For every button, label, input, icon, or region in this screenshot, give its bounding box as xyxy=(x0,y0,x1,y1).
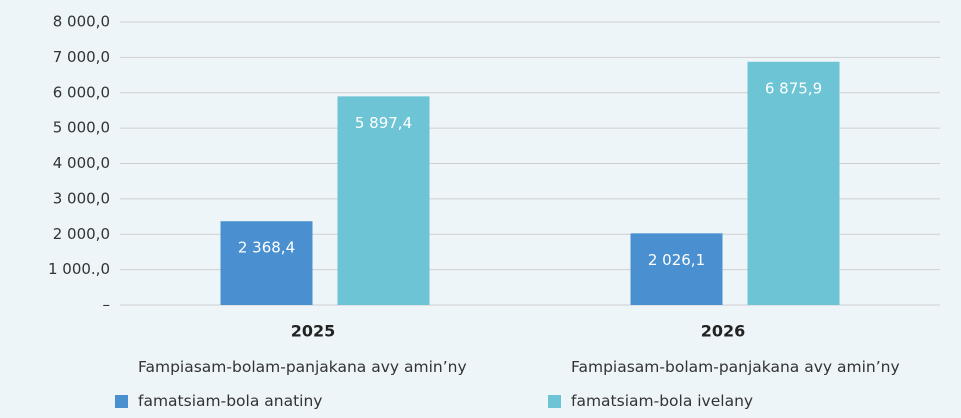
x-tick-label: 2025 xyxy=(291,322,336,341)
value-label: 2 026,1 xyxy=(648,251,705,269)
y-tick-label: 5 000,0 xyxy=(53,119,110,137)
page: {"chart_data": {"type": "bar", "categori… xyxy=(47,12,940,410)
value-label: 5 897,4 xyxy=(355,114,412,132)
x-tick-label: 2026 xyxy=(701,322,746,341)
bar xyxy=(337,96,430,305)
bar xyxy=(630,233,723,305)
y-tick-label: 1 000.,0 xyxy=(48,260,110,278)
value-label: 6 875,9 xyxy=(765,79,822,97)
y-tick-label: 6 000,0 xyxy=(53,83,110,101)
y-tick-label: 2 000,0 xyxy=(53,225,110,243)
y-tick-label: 7 000,0 xyxy=(53,48,110,66)
legend-swatch xyxy=(548,395,561,408)
legend-item: Fampiasam-bolam-panjakana avy amin’ny fa… xyxy=(548,350,951,418)
legend-label: Fampiasam-bolam-panjakana avy amin’ny fa… xyxy=(571,358,900,410)
chart: – 1 000.,0 2 000,0 3 000,0 4 000,0 5 000,0 6 0… xyxy=(48,13,940,341)
y-tick-label: 4 000,0 xyxy=(53,154,110,172)
bar xyxy=(747,61,840,305)
y-tick-label: 8 000,0 xyxy=(53,13,110,31)
legend-swatch xyxy=(115,395,128,408)
legend-label: Fampiasam-bolam-panjakana avy amin’ny fa… xyxy=(138,358,467,410)
y-tick-label: 3 000,0 xyxy=(53,189,110,207)
bar xyxy=(220,221,313,305)
legend-item: Fampiasam-bolam-panjakana avy amin’ny fa… xyxy=(115,350,518,418)
y-tick-label: – xyxy=(103,296,111,314)
value-label: 2 368,4 xyxy=(238,239,295,257)
